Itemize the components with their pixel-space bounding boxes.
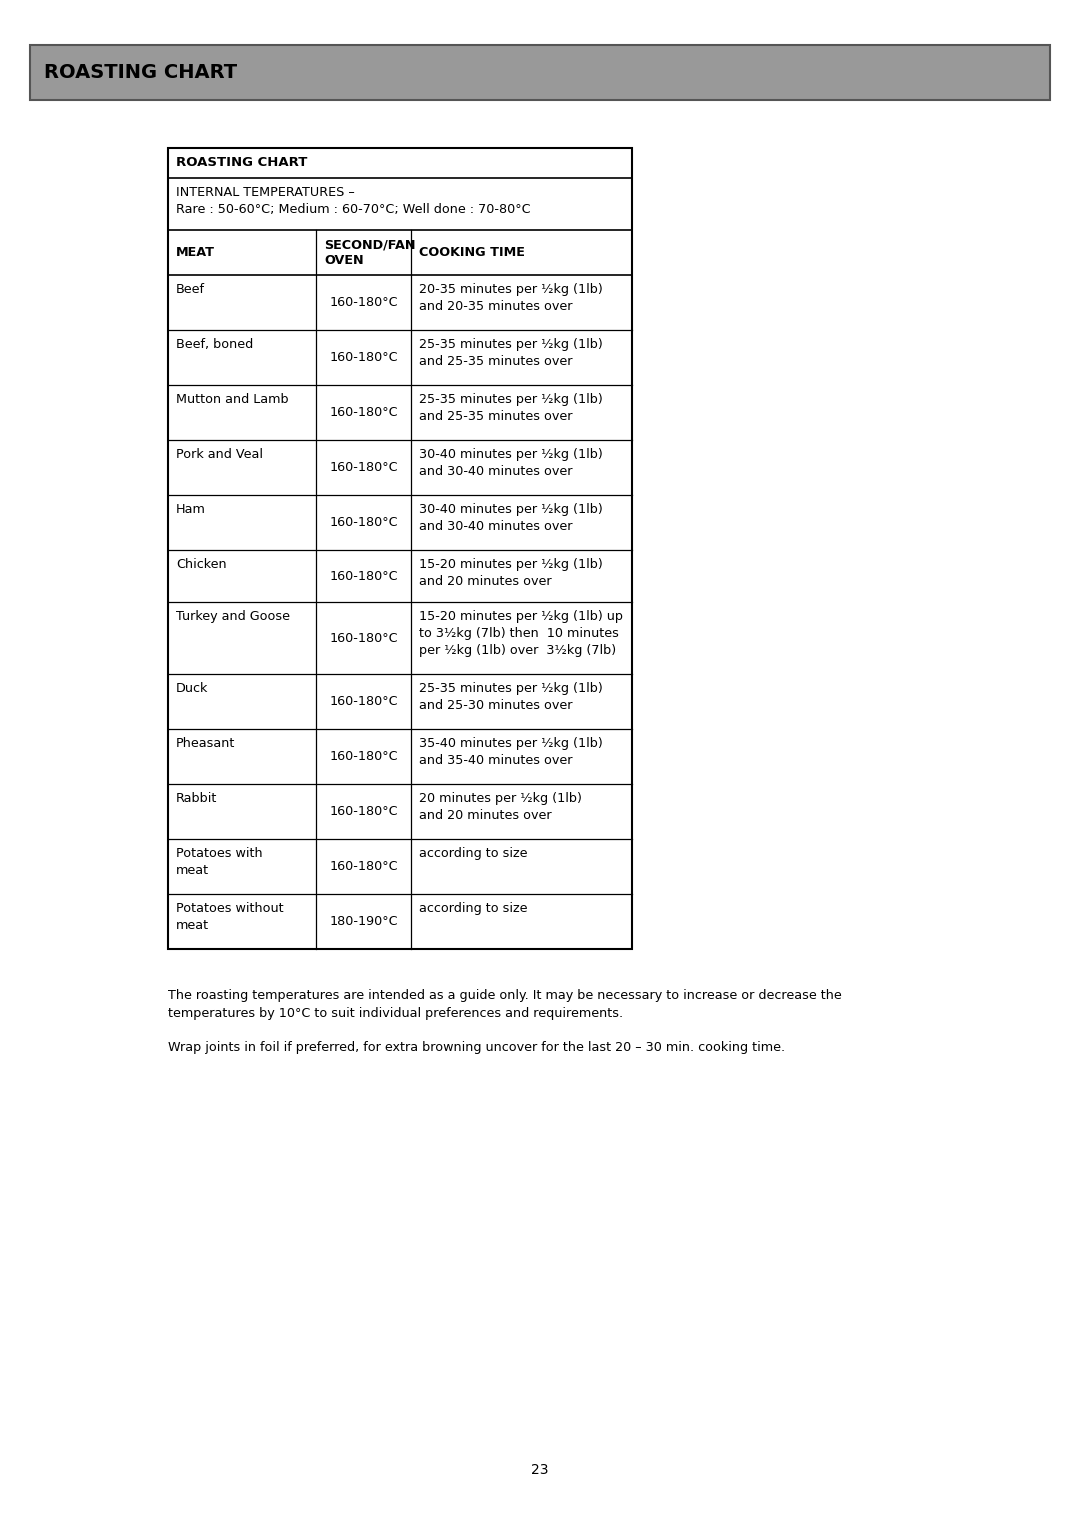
Text: 160-180°C: 160-180°C (329, 516, 397, 529)
Text: 20-35 minutes per ½kg (1lb)
and 20-35 minutes over: 20-35 minutes per ½kg (1lb) and 20-35 mi… (419, 283, 603, 313)
Text: Beef: Beef (176, 283, 205, 296)
Text: Pheasant: Pheasant (176, 736, 235, 750)
Text: MEAT: MEAT (176, 246, 215, 260)
Text: 160-180°C: 160-180°C (329, 860, 397, 872)
Text: Beef, boned: Beef, boned (176, 338, 253, 351)
Text: 25-35 minutes per ½kg (1lb)
and 25-35 minutes over: 25-35 minutes per ½kg (1lb) and 25-35 mi… (419, 338, 603, 368)
Text: 25-35 minutes per ½kg (1lb)
and 25-30 minutes over: 25-35 minutes per ½kg (1lb) and 25-30 mi… (419, 681, 603, 712)
Text: 160-180°C: 160-180°C (329, 461, 397, 474)
Bar (30, 44, 1050, 99)
Text: Rabbit: Rabbit (176, 792, 217, 805)
Text: 23: 23 (531, 1462, 549, 1478)
Text: 160-180°C: 160-180°C (329, 351, 397, 364)
Text: according to size: according to size (419, 902, 527, 915)
Text: Chicken: Chicken (176, 558, 227, 571)
Text: Ham: Ham (176, 503, 206, 516)
Text: 160-180°C: 160-180°C (329, 406, 397, 419)
Text: 30-40 minutes per ½kg (1lb)
and 30-40 minutes over: 30-40 minutes per ½kg (1lb) and 30-40 mi… (419, 503, 603, 533)
Text: 25-35 minutes per ½kg (1lb)
and 25-35 minutes over: 25-35 minutes per ½kg (1lb) and 25-35 mi… (419, 393, 603, 423)
Bar (168, 148, 632, 949)
Text: Potatoes without
meat: Potatoes without meat (176, 902, 284, 932)
Bar (30, 44, 1050, 99)
Text: 160-180°C: 160-180°C (329, 296, 397, 309)
Text: Turkey and Goose: Turkey and Goose (176, 610, 291, 623)
Text: 20 minutes per ½kg (1lb)
and 20 minutes over: 20 minutes per ½kg (1lb) and 20 minutes … (419, 792, 582, 822)
Text: Mutton and Lamb: Mutton and Lamb (176, 393, 288, 406)
Text: Potatoes with
meat: Potatoes with meat (176, 847, 262, 877)
Text: INTERNAL TEMPERATURES –
Rare : 50-60°C; Medium : 60-70°C; Well done : 70-80°C: INTERNAL TEMPERATURES – Rare : 50-60°C; … (176, 186, 530, 217)
Text: The roasting temperatures are intended as a guide only. It may be necessary to i: The roasting temperatures are intended a… (168, 989, 841, 1021)
Text: according to size: according to size (419, 847, 527, 860)
Text: 160-180°C: 160-180°C (329, 805, 397, 817)
Text: 180-190°C: 180-190°C (329, 915, 397, 927)
Text: 160-180°C: 160-180°C (329, 750, 397, 762)
Text: ROASTING CHART: ROASTING CHART (44, 63, 238, 83)
Text: 160-180°C: 160-180°C (329, 631, 397, 645)
Text: Duck: Duck (176, 681, 208, 695)
Text: 15-20 minutes per ½kg (1lb) up
to 3½kg (7lb) then  10 minutes
per ½kg (1lb) over: 15-20 minutes per ½kg (1lb) up to 3½kg (… (419, 610, 623, 657)
Text: 35-40 minutes per ½kg (1lb)
and 35-40 minutes over: 35-40 minutes per ½kg (1lb) and 35-40 mi… (419, 736, 603, 767)
Text: 30-40 minutes per ½kg (1lb)
and 30-40 minutes over: 30-40 minutes per ½kg (1lb) and 30-40 mi… (419, 448, 603, 478)
Text: 160-180°C: 160-180°C (329, 570, 397, 582)
Text: 15-20 minutes per ½kg (1lb)
and 20 minutes over: 15-20 minutes per ½kg (1lb) and 20 minut… (419, 558, 603, 588)
Text: SECOND/FAN
OVEN: SECOND/FAN OVEN (324, 238, 416, 267)
Text: Pork and Veal: Pork and Veal (176, 448, 264, 461)
Text: COOKING TIME: COOKING TIME (419, 246, 525, 260)
Text: ROASTING CHART: ROASTING CHART (176, 156, 308, 170)
Text: Wrap joints in foil if preferred, for extra browning uncover for the last 20 – 3: Wrap joints in foil if preferred, for ex… (168, 1041, 785, 1054)
Text: 160-180°C: 160-180°C (329, 695, 397, 707)
